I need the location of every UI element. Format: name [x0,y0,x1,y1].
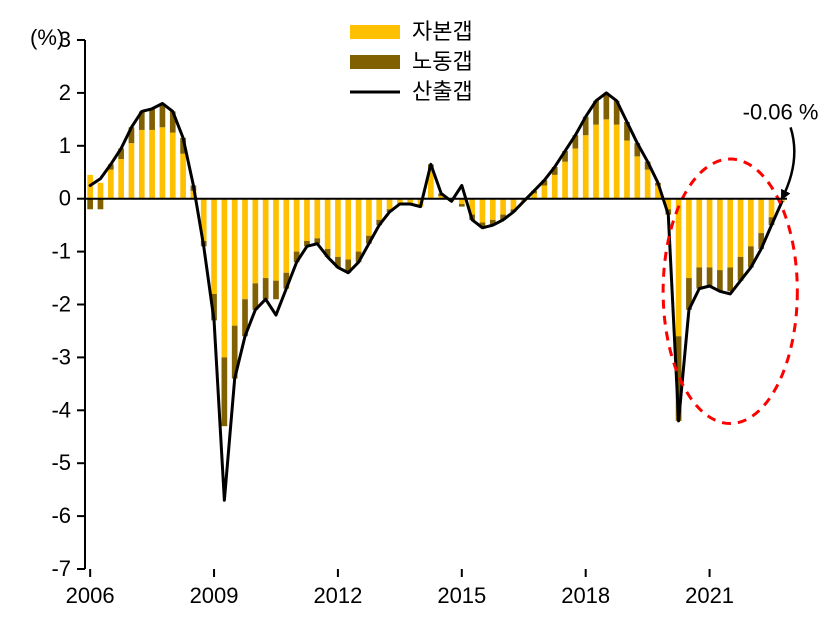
x-tick-label: 2018 [561,583,610,608]
labor-bar [717,270,723,291]
capital-bar [603,119,609,198]
x-tick-label: 2012 [313,583,362,608]
y-tick-label: -3 [51,344,71,369]
y-tick-label: 1 [59,133,71,158]
labor-bar [87,199,93,210]
capital-bar [624,141,630,199]
capital-bar [511,199,517,210]
legend-label: 산출갭 [412,79,473,104]
capital-bar [222,199,228,358]
capital-bar [573,148,579,198]
capital-bar [211,199,217,294]
capital-bar [118,159,124,199]
capital-bar [645,170,651,199]
capital-bar [480,199,486,223]
capital-bar [294,199,300,252]
chart-container: -7-6-5-4-3-2-101232006200920122015201820… [0,0,822,639]
capital-bar [758,199,764,233]
capital-bar [583,135,589,198]
labor-bar [222,357,228,426]
labor-bar [727,267,733,291]
legend-swatch [350,25,400,39]
capital-bar [634,156,640,198]
capital-bar [149,130,155,199]
capital-bar [490,199,496,220]
capital-bar [252,199,258,284]
capital-bar [139,130,145,199]
y-tick-label: 0 [59,186,71,211]
capital-bar [500,199,506,215]
annotation-text: -0.06 % [743,99,819,124]
capital-bar [614,125,620,199]
capital-bar [283,199,289,273]
labor-bar [273,281,279,300]
capital-bar [707,199,713,268]
capital-bar [314,199,320,239]
capital-bar [593,125,599,199]
capital-bar [242,199,248,300]
labor-bar [263,278,269,299]
capital-bar [562,162,568,199]
capital-bar [356,199,362,252]
capital-bar [325,199,331,249]
capital-bar [98,183,104,199]
capital-bar [335,199,341,257]
x-tick-label: 2015 [437,583,486,608]
legend-swatch [350,55,400,69]
labor-bar [98,199,104,210]
labor-bar [149,109,155,130]
y-tick-label: -5 [51,450,71,475]
y-tick-label: -7 [51,556,71,581]
y-axis-label: (%) [30,25,64,50]
x-tick-label: 2021 [685,583,734,608]
labor-bar [459,204,465,207]
labor-bar [707,267,713,286]
capital-bar [304,199,310,241]
y-tick-label: -4 [51,397,71,422]
y-tick-label: -1 [51,239,71,264]
y-tick-label: 2 [59,80,71,105]
capital-bar [552,175,558,199]
y-tick-label: -2 [51,292,71,317]
capital-bar [129,143,135,199]
capital-bar [676,199,682,337]
legend: 자본갭노동갭산출갭 [350,19,473,104]
capital-bar [686,199,692,278]
capital-bar [180,154,186,199]
x-tick-label: 2006 [66,583,115,608]
legend-label: 노동갭 [412,49,473,74]
capital-bar [542,185,548,198]
capital-bar [696,199,702,268]
output-gap-chart: -7-6-5-4-3-2-101232006200920122015201820… [0,0,822,639]
capital-bar [170,133,176,199]
legend-label: 자본갭 [412,19,473,44]
labor-bar [603,93,609,119]
y-tick-label: -6 [51,503,71,528]
capital-bar [273,199,279,281]
chart-background [0,0,822,639]
labor-bar [696,267,702,288]
capital-bar [738,199,744,257]
capital-bar [263,199,269,278]
capital-bar [748,199,754,247]
capital-bar [769,199,775,218]
labor-bar [160,103,166,127]
capital-bar [108,170,114,199]
capital-bar [717,199,723,270]
capital-bar [160,127,166,198]
capital-bar [727,199,733,268]
capital-bar [232,199,238,326]
capital-bar [345,199,351,260]
capital-bar [387,199,393,210]
capital-bar [376,199,382,220]
x-tick-label: 2009 [190,583,239,608]
capital-bar [366,199,372,236]
